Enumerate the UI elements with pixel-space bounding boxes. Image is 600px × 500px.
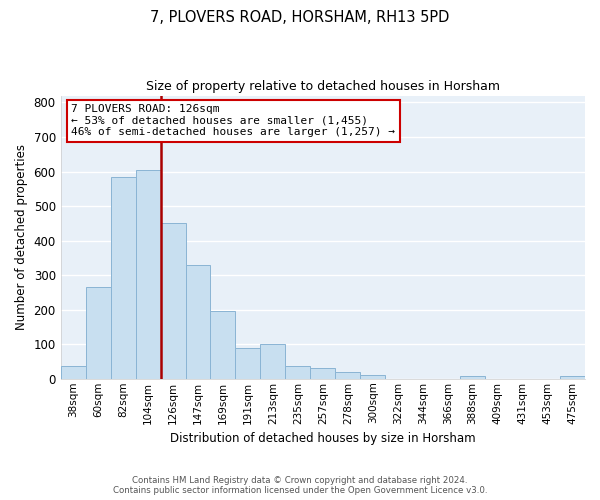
Bar xyxy=(260,344,286,379)
Bar xyxy=(161,224,185,379)
Bar xyxy=(211,312,235,379)
Bar xyxy=(185,265,211,379)
Text: 7, PLOVERS ROAD, HORSHAM, RH13 5PD: 7, PLOVERS ROAD, HORSHAM, RH13 5PD xyxy=(151,10,449,25)
Bar xyxy=(136,170,161,379)
Text: Contains HM Land Registry data © Crown copyright and database right 2024.
Contai: Contains HM Land Registry data © Crown c… xyxy=(113,476,487,495)
Bar xyxy=(286,366,310,379)
Bar xyxy=(86,287,110,379)
Title: Size of property relative to detached houses in Horsham: Size of property relative to detached ho… xyxy=(146,80,500,93)
Bar xyxy=(61,366,86,379)
Bar xyxy=(310,368,335,379)
Bar xyxy=(560,376,585,379)
Bar xyxy=(335,372,360,379)
Bar xyxy=(460,376,485,379)
Y-axis label: Number of detached properties: Number of detached properties xyxy=(15,144,28,330)
Bar xyxy=(110,176,136,379)
Bar xyxy=(360,376,385,379)
Text: 7 PLOVERS ROAD: 126sqm
← 53% of detached houses are smaller (1,455)
46% of semi-: 7 PLOVERS ROAD: 126sqm ← 53% of detached… xyxy=(71,104,395,138)
X-axis label: Distribution of detached houses by size in Horsham: Distribution of detached houses by size … xyxy=(170,432,476,445)
Bar xyxy=(235,348,260,379)
